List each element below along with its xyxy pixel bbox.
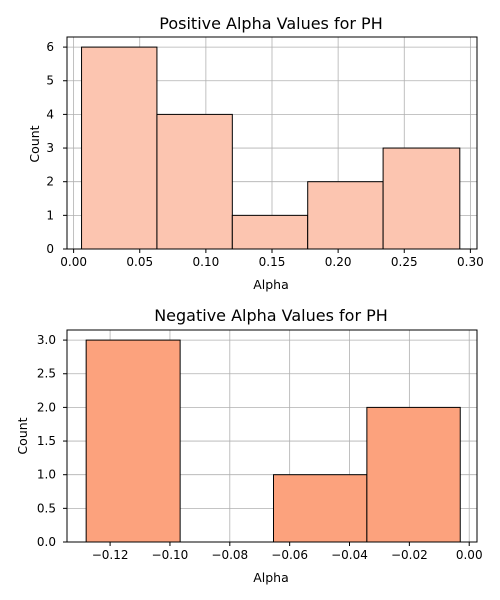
chart-title: Negative Alpha Values for PH [154,306,388,325]
y-tick-label: 1.0 [37,468,56,482]
y-ticks: 0 1 2 3 4 5 6 [46,40,67,256]
chart-title: Positive Alpha Values for PH [159,14,382,33]
histogram-bar [156,113,233,250]
x-tick-label: 0.00 [60,255,87,269]
y-tick-label: 5 [46,74,54,88]
y-tick-label: 1 [46,208,54,222]
x-tick-label: −0.08 [211,548,248,562]
x-axis-label: Alpha [253,570,289,585]
x-tick-label: −0.10 [152,548,189,562]
histogram-bar [366,406,461,543]
y-tick-label: 1.5 [37,434,56,448]
y-tick-label: 0.0 [37,535,56,549]
y-ticks: 0.0 0.5 1.0 1.5 2.0 2.5 3.0 [37,333,67,549]
y-tick-label: 2.5 [37,367,56,381]
y-tick-label: 2 [46,175,54,189]
x-tick-label: 0.20 [325,255,352,269]
histogram-bar [272,474,368,543]
x-tick-label: 0.15 [259,255,286,269]
y-tick-label: 2.0 [37,400,56,414]
bars [81,46,461,250]
y-tick-label: 6 [46,40,54,54]
x-tick-label: 0.10 [193,255,220,269]
y-tick-label: 3.0 [37,333,56,347]
x-tick-label: 0.25 [391,255,418,269]
x-axis-label: Alpha [253,277,289,292]
positive-alpha-chart: Positive Alpha Values for PH Alpha Count… [27,14,484,292]
histogram-bar [231,214,309,250]
y-tick-label: 0.5 [37,501,56,515]
x-tick-label: −0.02 [391,548,428,562]
y-axis-label: Count [27,125,42,162]
x-ticks: −0.12 −0.10 −0.08 −0.06 −0.04 −0.02 0.00 [92,542,483,562]
x-tick-label: 0.00 [456,548,483,562]
y-tick-label: 4 [46,107,54,121]
y-tick-label: 0 [46,242,54,256]
x-tick-label: −0.12 [92,548,129,562]
histogram-bar [85,339,181,543]
x-tick-label: 0.30 [457,255,484,269]
histogram-bar [81,46,158,250]
y-axis-label: Count [15,417,30,454]
histogram-bar [307,181,384,250]
histogram-bar [382,147,461,250]
x-tick-label: −0.04 [331,548,368,562]
negative-alpha-chart: Negative Alpha Values for PH Alpha Count… [15,306,483,585]
axes-frame [66,329,478,543]
x-tick-label: −0.06 [271,548,308,562]
x-tick-label: 0.05 [126,255,153,269]
bars [85,339,461,543]
y-tick-label: 3 [46,141,54,155]
x-ticks: 0.00 0.05 0.10 0.15 0.20 0.25 0.30 [60,249,484,269]
